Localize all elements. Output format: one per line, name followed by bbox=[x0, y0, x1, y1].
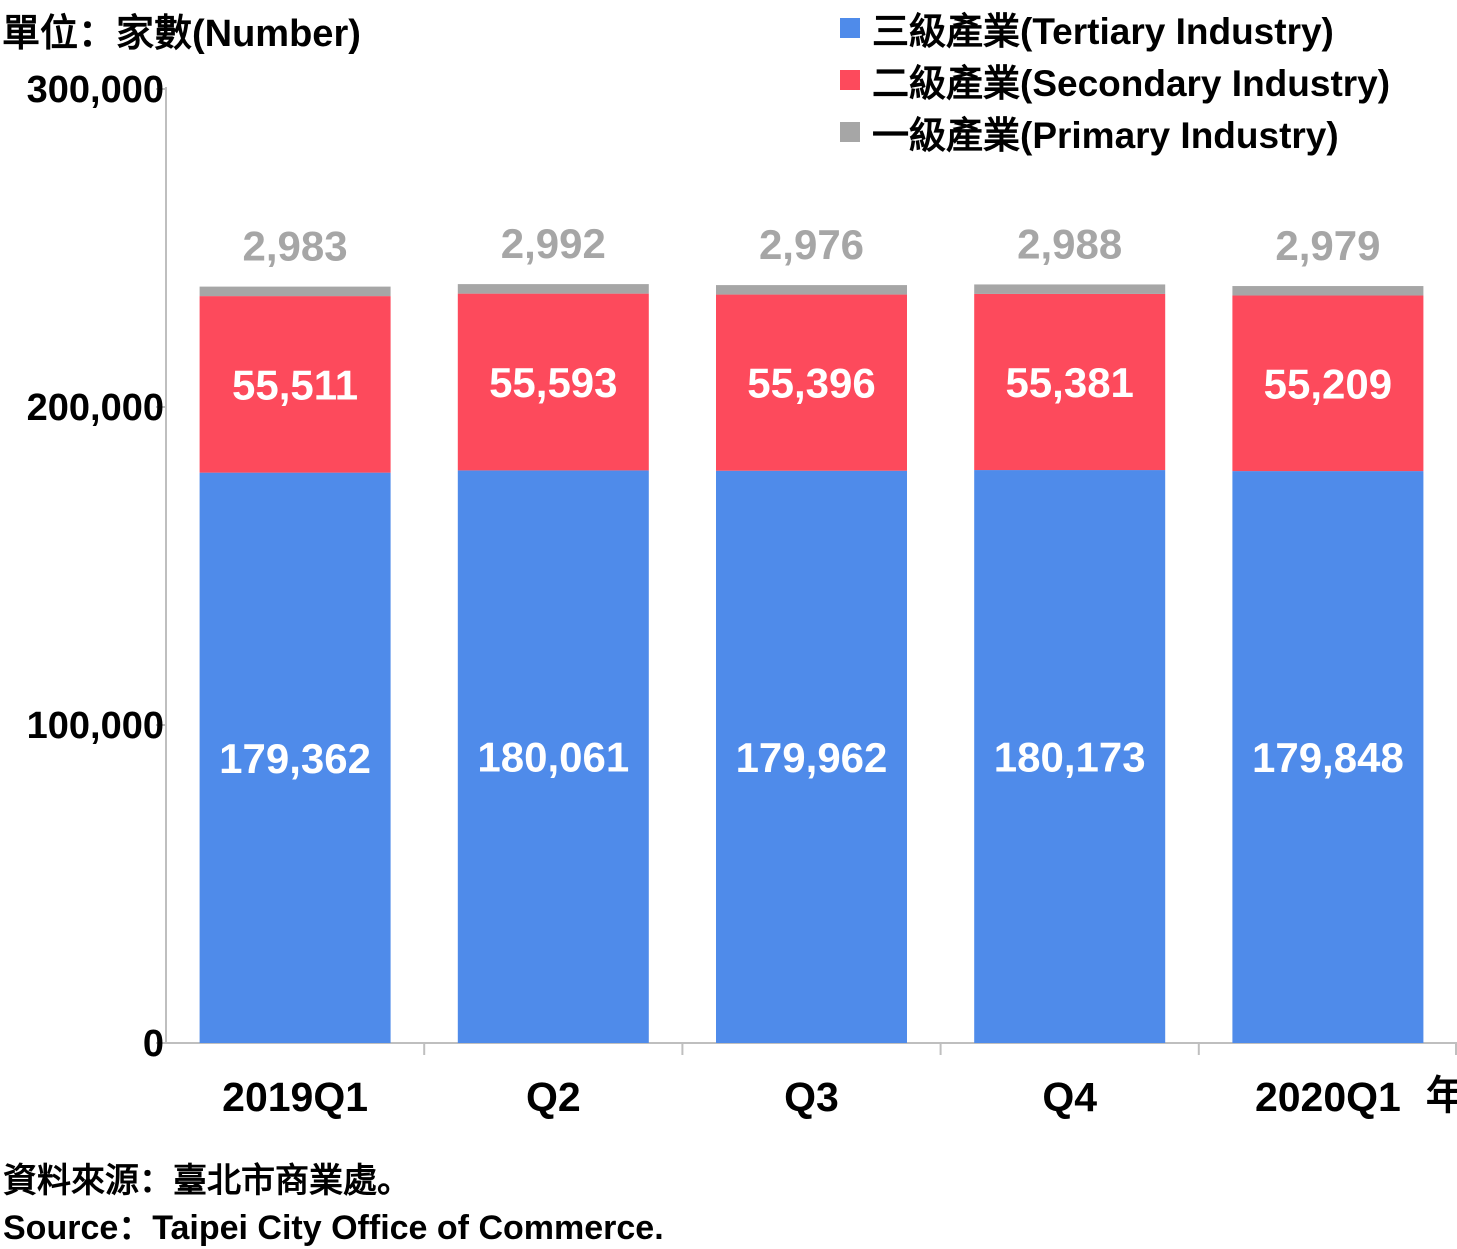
bar-segment-primary bbox=[974, 284, 1166, 294]
legend-swatch-primary bbox=[840, 122, 860, 142]
data-label-primary: 2,976 bbox=[759, 221, 864, 268]
bar-segment-secondary bbox=[974, 293, 1166, 471]
bar-segment-secondary bbox=[1232, 295, 1424, 472]
legend-label-secondary: 二級產業(Secondary Industry) bbox=[872, 63, 1391, 104]
x-tick-label: Q3 bbox=[784, 1074, 839, 1120]
bar-segment-tertiary bbox=[199, 472, 391, 1043]
legend-item-primary: 一級產業(Primary Industry) bbox=[840, 106, 1455, 158]
data-label-tertiary: 180,061 bbox=[477, 734, 629, 781]
y-tick-label: 300,000 bbox=[27, 69, 164, 111]
data-label-tertiary: 179,362 bbox=[219, 735, 371, 782]
bar-segment-secondary bbox=[457, 293, 649, 471]
data-label-secondary: 55,209 bbox=[1264, 360, 1392, 407]
legend-item-secondary: 二級產業(Secondary Industry) bbox=[840, 54, 1455, 106]
bar-segment-secondary bbox=[716, 294, 907, 471]
data-label-tertiary: 179,848 bbox=[1252, 734, 1404, 781]
data-label-tertiary: 179,962 bbox=[736, 734, 888, 781]
bar-segment-secondary bbox=[199, 296, 391, 473]
source-note-en: Source：Taipei City Office of Commerce. bbox=[3, 1209, 664, 1247]
y-tick-label: 200,000 bbox=[27, 387, 164, 429]
bar-segment-tertiary bbox=[974, 470, 1166, 1043]
legend-swatch-secondary bbox=[840, 70, 860, 90]
bar-segment-tertiary bbox=[457, 470, 649, 1043]
unit-label: 單位：家數(Number) bbox=[2, 13, 361, 55]
data-label-secondary: 55,593 bbox=[489, 359, 617, 406]
bar-segment-primary bbox=[457, 284, 649, 294]
legend-label-tertiary: 三級產業(Tertiary Industry) bbox=[872, 11, 1334, 52]
bar-segment-tertiary bbox=[1232, 471, 1424, 1043]
legend: 三級產業(Tertiary Industry) 二級產業(Secondary I… bbox=[840, 2, 1455, 158]
data-label-primary: 2,992 bbox=[501, 220, 606, 267]
legend-swatch-tertiary bbox=[840, 18, 860, 38]
data-label-primary: 2,983 bbox=[243, 223, 348, 270]
bar-segment-primary bbox=[716, 285, 907, 295]
x-tick-label: Q2 bbox=[526, 1074, 581, 1120]
y-tick-label: 0 bbox=[143, 1023, 164, 1065]
data-label-secondary: 55,381 bbox=[1005, 359, 1133, 406]
data-label-secondary: 55,396 bbox=[747, 360, 875, 407]
x-tick-label: 2020Q1 bbox=[1255, 1074, 1401, 1120]
source-note-zh: 資料來源：臺北市商業處。 bbox=[3, 1162, 411, 1200]
bar-segment-primary bbox=[1232, 286, 1424, 296]
data-label-tertiary: 180,173 bbox=[994, 734, 1146, 781]
bar-segment-primary bbox=[199, 286, 391, 297]
y-tick-label: 100,000 bbox=[27, 705, 164, 747]
x-tick-label: Q4 bbox=[1042, 1074, 1097, 1120]
data-label-primary: 2,988 bbox=[1017, 220, 1122, 267]
data-label-primary: 2,979 bbox=[1275, 222, 1380, 269]
x-axis-suffix: 年 bbox=[1426, 1073, 1457, 1119]
legend-label-primary: 一級產業(Primary Industry) bbox=[872, 115, 1339, 156]
data-label-secondary: 55,511 bbox=[232, 361, 358, 408]
legend-item-tertiary: 三級產業(Tertiary Industry) bbox=[840, 2, 1455, 54]
x-tick-label: 2019Q1 bbox=[222, 1074, 368, 1120]
bar-segment-tertiary bbox=[716, 470, 907, 1043]
